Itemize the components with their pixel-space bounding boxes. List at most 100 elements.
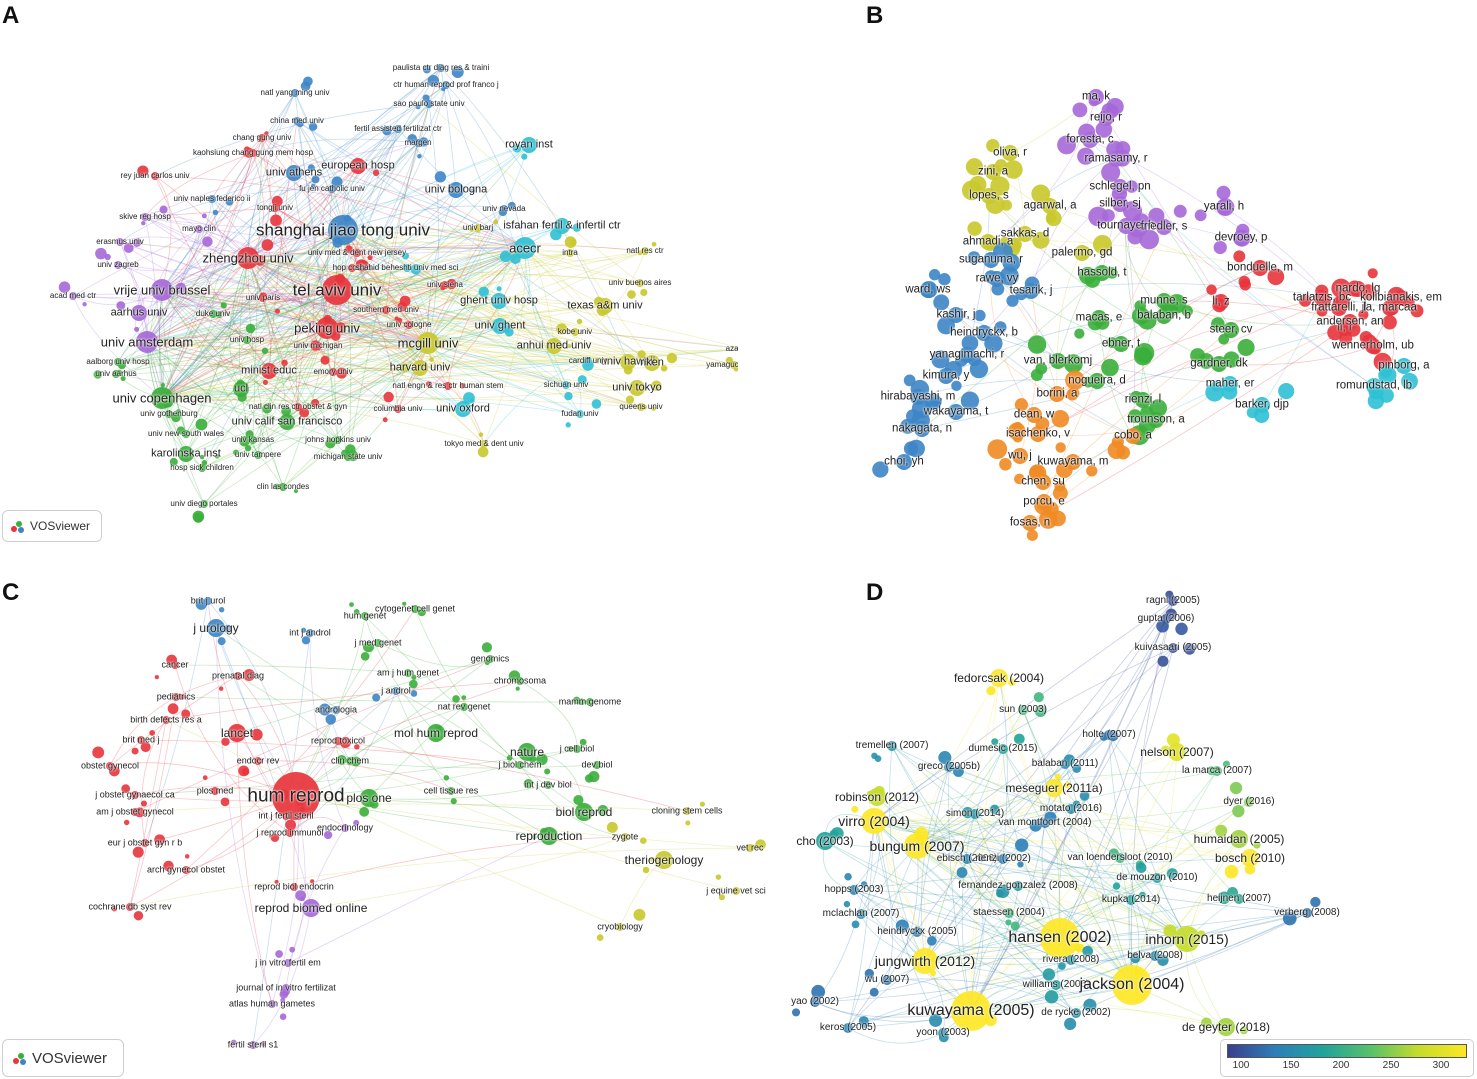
node-j-biol-chem [516, 761, 524, 769]
node-robinson-2012 [868, 788, 886, 806]
node-label-nat-rev-genet: nat rev genet [437, 701, 491, 712]
edge [921, 272, 1103, 430]
node-rienzi-2002 [998, 854, 1008, 864]
edge [161, 327, 328, 399]
edge [138, 305, 328, 329]
minor-node [169, 457, 178, 466]
minor-node [179, 694, 186, 700]
minor-node [95, 247, 107, 260]
edge [317, 330, 429, 347]
edge [970, 709, 1024, 1012]
node-label-sun-2003: sun (2003) [999, 704, 1047, 715]
node-label-atlas-human-gametes: atlas human gametes [228, 998, 316, 1009]
edge [983, 332, 1231, 385]
edge [336, 289, 629, 363]
edge [144, 207, 276, 218]
node-int-j-androl [306, 629, 314, 637]
edge [119, 241, 526, 255]
minor-node [339, 736, 351, 748]
edge [247, 257, 288, 423]
node-label-brit-j-urol: brit j urol [190, 595, 226, 606]
edge [146, 152, 254, 343]
edge [198, 228, 429, 344]
edge [419, 247, 526, 369]
edge [144, 142, 419, 218]
edge [115, 373, 464, 410]
edge [185, 247, 526, 435]
edge [72, 295, 163, 399]
node-friedler-s [1156, 219, 1172, 235]
edge [824, 840, 1133, 986]
minor-node [1054, 773, 1061, 780]
panel-a-network-svg [58, 64, 738, 523]
node-label-zygote: zygote [611, 831, 639, 842]
edge [873, 647, 1174, 822]
minor-node [434, 171, 447, 183]
minor-node [275, 950, 283, 958]
edge [987, 96, 1097, 243]
minor-node [900, 418, 916, 434]
node-label-tel-aviv-univ: tel aviv univ [292, 280, 382, 300]
node-label-hosp-sick-children: hosp sick children [170, 463, 234, 472]
node-j-med-genet [374, 639, 382, 647]
edge [970, 822, 1046, 1012]
minor-node [280, 997, 286, 1003]
edge [961, 813, 976, 1012]
node-wu-j [1012, 448, 1028, 464]
node-label-j-med-genet: j med genet [354, 637, 402, 648]
node-label-kashir-j: kashir, j [936, 308, 976, 321]
minor-node [111, 905, 118, 912]
edge [336, 144, 530, 291]
minor-node [864, 968, 874, 979]
node-kaohsiung-chang-gung-mem-hosp [249, 149, 257, 157]
edge [262, 144, 530, 299]
node-label-tesarik-j: tesarik, j [1009, 284, 1053, 297]
edge [351, 225, 563, 269]
edge [161, 271, 641, 291]
node-label-rawe-vy: rawe, vy [975, 272, 1019, 285]
edge [1002, 748, 1188, 940]
edge [211, 137, 263, 200]
node-label-reprod-biol-endocrin: reprod biol endocrin [254, 881, 334, 892]
edge [395, 690, 585, 813]
minor-node [320, 355, 330, 365]
node-royan-inst [521, 137, 537, 153]
node-anhui-med-univ [546, 338, 562, 354]
minor-node [1298, 294, 1312, 307]
minor-node [791, 1008, 801, 1017]
minor-node [160, 382, 166, 388]
minor-node [1190, 348, 1206, 364]
minor-node [1224, 864, 1239, 879]
minor-node [311, 398, 320, 408]
edge [296, 120, 653, 364]
node-arch-gynecol-obstet [182, 866, 190, 874]
minor-node [1253, 841, 1261, 849]
minor-node [951, 380, 962, 392]
node-rawe-vy [989, 271, 1005, 287]
node-label-devroey-p: devroey, p [1214, 231, 1268, 244]
node-label-j-biol-chem: j biol chem [498, 759, 542, 770]
node-ahmadi-a [980, 234, 996, 250]
minor-node [93, 370, 103, 379]
minor-node [481, 642, 493, 653]
edge [161, 289, 187, 435]
minor-node [556, 323, 568, 335]
edge [397, 247, 526, 410]
node-label-aalborg-univ-hosp: aalborg univ hosp [86, 357, 150, 366]
node-gardner-dk [1211, 356, 1227, 372]
edge [924, 600, 1174, 962]
minor-node [649, 856, 655, 862]
edge [146, 341, 349, 458]
edge [161, 289, 328, 329]
edge [336, 289, 555, 347]
edge [286, 144, 530, 423]
edge [214, 680, 521, 792]
edge [385, 67, 442, 311]
edge [247, 227, 479, 259]
minor-node [92, 746, 105, 759]
minor-node [470, 188, 475, 193]
minor-node [336, 754, 347, 765]
panel-c-label: C [2, 579, 20, 606]
node-birth-defects-res-a [162, 716, 170, 724]
minor-node [230, 1039, 237, 1046]
